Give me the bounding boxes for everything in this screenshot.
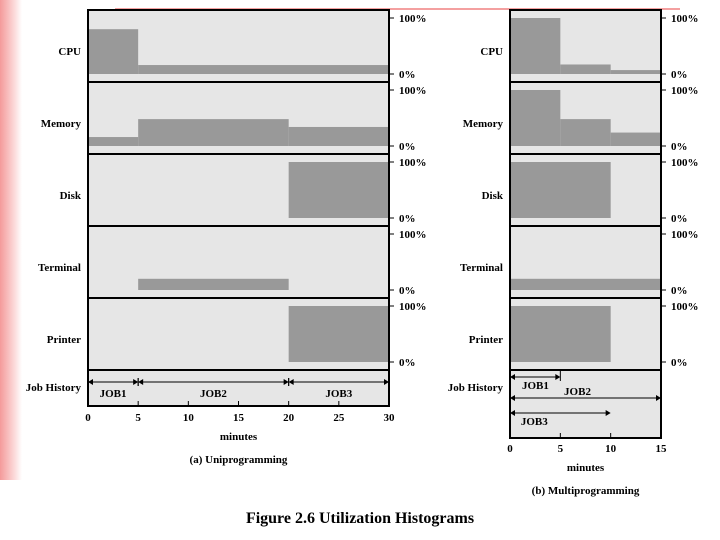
y-tick-label: 0%	[399, 69, 416, 81]
bar-cpu-2	[610, 70, 661, 74]
bar-cpu-0	[510, 18, 561, 74]
x-tick-label: 5	[558, 443, 564, 455]
bar-memory-2	[610, 132, 661, 146]
job-arrow-job1-arrowhead-left	[88, 379, 93, 385]
y-tick-label: 100%	[399, 157, 427, 169]
x-tick-label: 10	[183, 412, 195, 424]
job-arrow-job3-arrowhead-left	[288, 379, 294, 385]
bar-printer-0	[288, 306, 389, 362]
job-label-job3: JOB3	[325, 388, 352, 400]
resource-label-printer: Printer	[469, 334, 503, 346]
y-tick-label: 100%	[399, 229, 427, 241]
job-label-job1: JOB1	[100, 388, 127, 400]
panel-title: (b) Multiprogramming	[532, 485, 640, 497]
y-tick-label: 100%	[399, 85, 427, 97]
bar-printer-0	[510, 306, 611, 362]
x-tick-label: 25	[333, 412, 345, 424]
resource-label-disk: Disk	[482, 190, 504, 202]
job-arrow-job2-arrowhead-left	[510, 395, 515, 401]
x-tick-label: 0	[507, 443, 513, 455]
y-tick-label: 100%	[671, 85, 699, 97]
x-tick-label: 15	[656, 443, 668, 455]
panel-border	[509, 9, 662, 439]
job-label-job2: JOB2	[200, 388, 227, 400]
y-tick-label: 0%	[671, 285, 688, 297]
resource-label-memory: Memory	[41, 118, 82, 130]
job-arrow-job1-arrowhead-left	[510, 374, 515, 380]
bar-memory-0	[88, 137, 139, 146]
bar-memory-2	[288, 126, 389, 146]
job-arrow-job3-arrowhead-left	[510, 410, 515, 416]
bar-cpu-1	[560, 64, 611, 74]
panel-multiprogramming: CPU100%0%Memory100%0%Disk100%0%Terminal1…	[448, 9, 699, 497]
job-label-job1: JOB1	[522, 380, 549, 392]
bar-memory-1	[138, 119, 289, 146]
y-tick-label: 0%	[671, 357, 688, 369]
job-arrow-job1-arrowhead-right	[133, 379, 139, 385]
y-tick-label: 100%	[399, 13, 427, 25]
job-history-label: Job History	[26, 382, 82, 394]
x-tick-label: 0	[85, 412, 91, 424]
job-arrow-job2-arrowhead-left	[138, 379, 144, 385]
job-arrow-job1-arrowhead-right	[555, 374, 561, 380]
y-tick-label: 0%	[399, 213, 416, 225]
bar-terminal-0	[138, 278, 289, 290]
y-tick-label: 0%	[399, 357, 416, 369]
bar-terminal-0	[510, 278, 661, 290]
job-arrow-job3-arrowhead-right	[605, 410, 611, 416]
panel-background	[510, 10, 661, 438]
resource-label-cpu: CPU	[58, 46, 81, 58]
y-tick-label: 0%	[671, 69, 688, 81]
resource-label-terminal: Terminal	[38, 262, 81, 274]
slide-side-stripe	[0, 0, 22, 480]
panel-uniprogramming: CPU100%0%Memory100%0%Disk100%0%Terminal1…	[26, 9, 427, 466]
bar-disk-0	[288, 162, 389, 218]
x-axis-label: minutes	[567, 462, 605, 474]
x-axis-label: minutes	[220, 431, 258, 443]
resource-label-printer: Printer	[47, 334, 81, 346]
job-arrow-job2-arrowhead-right	[283, 379, 289, 385]
job-arrow-job2-arrowhead-right	[656, 395, 661, 401]
job-history-label: Job History	[448, 382, 504, 394]
job-label-job2: JOB2	[564, 386, 591, 398]
x-tick-label: 20	[283, 412, 295, 424]
bar-disk-0	[510, 162, 611, 218]
job-label-job3: JOB3	[521, 416, 548, 428]
y-tick-label: 100%	[671, 157, 699, 169]
resource-label-disk: Disk	[60, 190, 82, 202]
y-tick-label: 100%	[671, 301, 699, 313]
bar-cpu-0	[88, 29, 139, 74]
y-tick-label: 0%	[671, 213, 688, 225]
figure-caption: Figure 2.6 Utilization Histograms	[245, 510, 475, 527]
bar-cpu-1	[138, 65, 389, 74]
resource-label-cpu: CPU	[480, 46, 503, 58]
y-tick-label: 100%	[671, 13, 699, 25]
x-tick-label: 30	[384, 412, 396, 424]
resource-label-memory: Memory	[463, 118, 504, 130]
x-tick-label: 5	[135, 412, 141, 424]
y-tick-label: 0%	[399, 285, 416, 297]
job-arrow-job3-arrowhead-right	[384, 379, 389, 385]
y-tick-label: 100%	[399, 301, 427, 313]
bar-memory-0	[510, 90, 561, 146]
x-tick-label: 15	[233, 412, 245, 424]
x-tick-label: 10	[605, 443, 617, 455]
y-tick-label: 100%	[671, 229, 699, 241]
resource-label-terminal: Terminal	[460, 262, 503, 274]
y-tick-label: 0%	[671, 141, 688, 153]
bar-memory-1	[560, 119, 611, 146]
panel-title: (a) Uniprogramming	[190, 454, 288, 466]
y-tick-label: 0%	[399, 141, 416, 153]
